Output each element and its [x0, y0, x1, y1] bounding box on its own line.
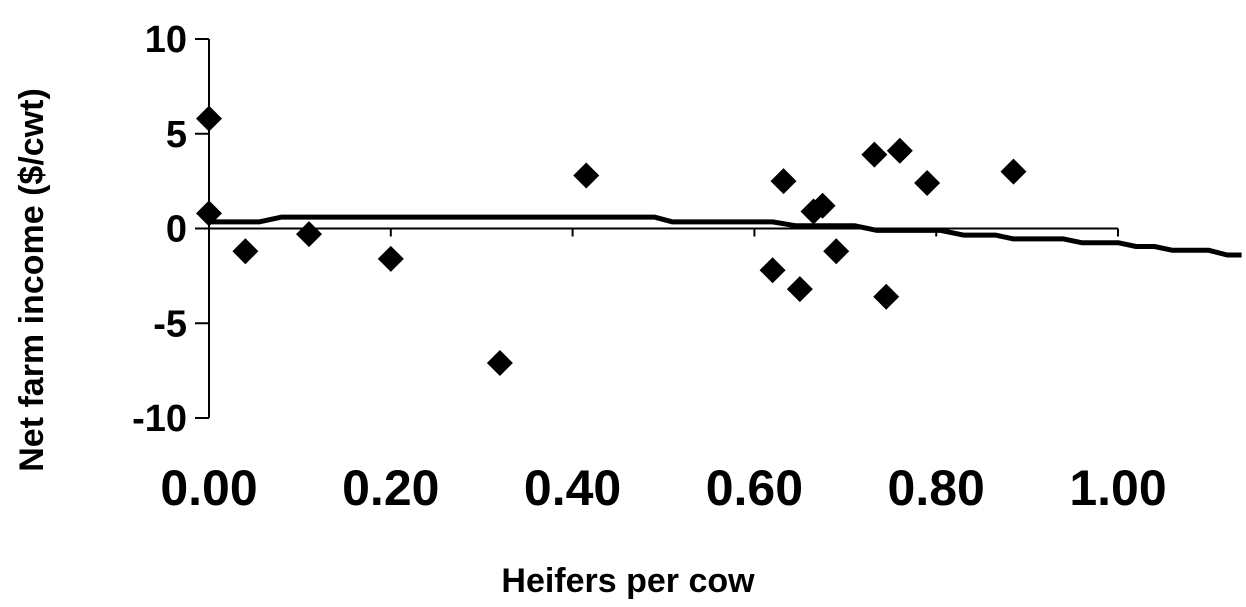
x-tick-label: 0.00 [160, 460, 257, 516]
x-tick-label: 1.00 [1069, 460, 1166, 516]
scatter-point [573, 162, 600, 189]
scatter-point [886, 137, 913, 164]
scatter-point [759, 257, 786, 284]
scatter-point [861, 141, 888, 168]
scatter-point [196, 200, 222, 227]
scatter-point [873, 283, 900, 310]
tick-labels: 10 5 0 -5 -10 0.00 0.20 0.40 0.60 0.80 1.00 [132, 19, 1167, 516]
scatter-point [196, 105, 222, 132]
x-axis-title: Heifers per cow [501, 562, 755, 600]
x-tick-label: 0.80 [888, 460, 985, 516]
scatter-point [770, 168, 797, 195]
y-tick-label: -10 [132, 398, 187, 440]
y-axis-title: Net farm income ($/cwt) [13, 88, 51, 472]
scatter-point [809, 192, 836, 219]
y-tick-label: 5 [166, 114, 187, 156]
scatter-point [823, 238, 850, 265]
scatter-point [786, 276, 813, 303]
x-tick-label: 0.60 [706, 460, 803, 516]
scatter-point [486, 350, 513, 377]
y-tick-label: -5 [153, 303, 187, 345]
x-tick-label: 0.20 [342, 460, 439, 516]
scatter-point [232, 238, 259, 265]
trend-line-layer [209, 214, 1242, 258]
trend-line [209, 214, 1242, 258]
y-tick-label: 0 [166, 209, 187, 251]
scatter-point [914, 170, 941, 197]
axes [195, 38, 1119, 419]
x-tick-label: 0.40 [524, 460, 621, 516]
scatter-point [1000, 158, 1027, 185]
scatter-point [295, 221, 322, 248]
scatter-point [377, 245, 404, 272]
y-tick-label: 10 [145, 19, 187, 61]
scatter-points-layer [196, 105, 1027, 377]
